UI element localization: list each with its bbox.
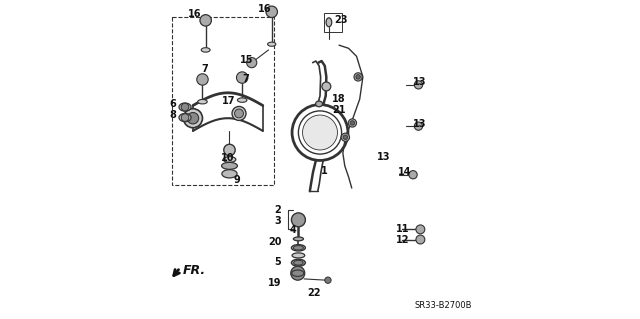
Circle shape (354, 73, 362, 81)
Ellipse shape (221, 162, 237, 169)
Circle shape (188, 113, 198, 124)
Text: 6: 6 (170, 99, 177, 109)
Circle shape (291, 213, 305, 227)
Circle shape (181, 114, 189, 122)
Text: 12: 12 (396, 234, 410, 245)
Circle shape (348, 119, 356, 127)
Text: 23: 23 (334, 15, 348, 26)
Text: 16: 16 (258, 4, 272, 14)
Circle shape (232, 107, 246, 121)
Circle shape (236, 72, 248, 83)
Text: FR.: FR. (183, 264, 206, 277)
Circle shape (200, 15, 211, 26)
Text: 11: 11 (396, 224, 410, 234)
Text: 14: 14 (398, 167, 412, 177)
Circle shape (356, 75, 360, 79)
Ellipse shape (237, 98, 247, 102)
Ellipse shape (293, 246, 303, 250)
Ellipse shape (291, 245, 305, 251)
Ellipse shape (326, 18, 332, 27)
Ellipse shape (292, 253, 305, 258)
Ellipse shape (201, 48, 210, 52)
Circle shape (246, 57, 257, 68)
Circle shape (341, 133, 349, 141)
Ellipse shape (316, 101, 323, 107)
Circle shape (235, 109, 243, 118)
Circle shape (291, 266, 305, 280)
Text: 7: 7 (242, 74, 249, 85)
Ellipse shape (179, 103, 191, 111)
Text: 16: 16 (188, 9, 202, 19)
Ellipse shape (293, 237, 303, 241)
Text: 18: 18 (332, 93, 346, 104)
Text: 7: 7 (201, 64, 207, 74)
Ellipse shape (179, 114, 191, 122)
Ellipse shape (268, 42, 276, 46)
Text: 17: 17 (222, 96, 236, 106)
Ellipse shape (294, 260, 303, 265)
Text: 4: 4 (289, 225, 296, 235)
Ellipse shape (222, 170, 237, 178)
Circle shape (196, 74, 208, 85)
Text: 21: 21 (332, 105, 346, 115)
Text: 3: 3 (275, 216, 281, 226)
Text: 8: 8 (170, 110, 177, 120)
Circle shape (414, 81, 422, 89)
Text: 20: 20 (268, 237, 281, 247)
Text: SR33-B2700B: SR33-B2700B (415, 301, 472, 310)
Text: 9: 9 (233, 174, 240, 184)
Circle shape (322, 82, 331, 91)
Text: 22: 22 (307, 288, 321, 298)
Circle shape (266, 6, 278, 18)
Text: 15: 15 (241, 56, 254, 65)
Ellipse shape (291, 259, 305, 266)
Text: 2: 2 (275, 205, 281, 215)
Circle shape (416, 235, 425, 244)
Text: 13: 13 (413, 77, 427, 87)
Circle shape (184, 109, 202, 128)
Text: 10: 10 (221, 153, 234, 163)
Ellipse shape (198, 100, 207, 104)
Circle shape (414, 122, 422, 130)
Circle shape (409, 171, 417, 179)
Circle shape (343, 135, 348, 139)
Circle shape (416, 225, 425, 234)
Text: 13: 13 (376, 152, 390, 162)
Circle shape (181, 103, 189, 111)
Text: 5: 5 (275, 257, 281, 267)
Circle shape (224, 144, 235, 156)
Ellipse shape (223, 157, 236, 162)
Circle shape (303, 115, 337, 150)
Text: 19: 19 (268, 278, 281, 288)
Text: 13: 13 (413, 119, 427, 129)
Text: 1: 1 (321, 166, 328, 176)
Circle shape (324, 277, 331, 283)
Circle shape (350, 121, 355, 125)
